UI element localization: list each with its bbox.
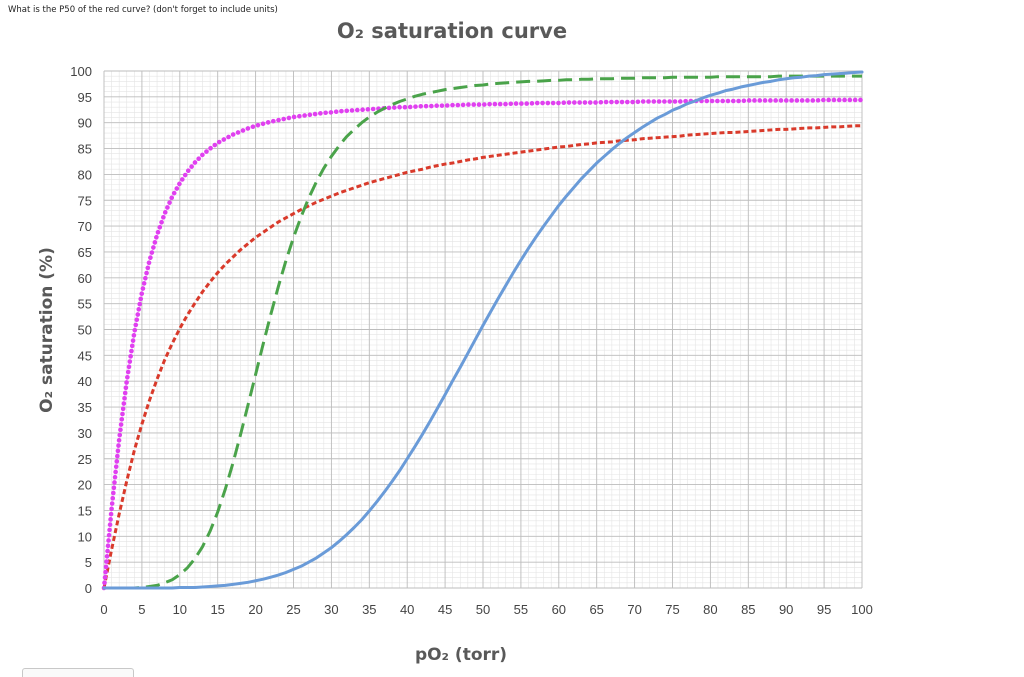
series-layer — [101, 70, 865, 591]
series-line-4 — [102, 70, 864, 590]
x-tick-label: 90 — [779, 602, 793, 617]
chart-title: O₂ saturation curve — [337, 19, 567, 43]
y-tick-label: 0 — [85, 581, 92, 596]
x-tick-label: 30 — [324, 602, 338, 617]
x-tick-label: 25 — [286, 602, 300, 617]
x-tick-label: 60 — [552, 602, 566, 617]
y-tick-label: 30 — [78, 426, 92, 441]
x-tick-label: 95 — [817, 602, 831, 617]
x-tick-label: 85 — [741, 602, 755, 617]
y-tick-label: 65 — [78, 245, 92, 260]
y-tick-label: 75 — [78, 193, 92, 208]
x-axis-label: pO₂ (torr) — [415, 645, 507, 665]
x-tick-label: 80 — [703, 602, 717, 617]
y-tick-label: 25 — [78, 452, 92, 467]
major-grid — [103, 70, 863, 589]
sheet-tab[interactable] — [22, 668, 134, 677]
y-tick-label: 85 — [78, 142, 92, 157]
x-tick-label: 75 — [665, 602, 679, 617]
x-tick-label: 10 — [173, 602, 187, 617]
x-tick-label: 65 — [589, 602, 603, 617]
y-tick-labels: 0 5 10 15 20 25 30 35 40 45 50 55 60 65 70 75 80 85 90 95 10… — [70, 64, 92, 596]
series-line-3 — [104, 74, 862, 590]
y-tick-label: 20 — [78, 478, 92, 493]
x-tick-label: 5 — [138, 602, 145, 617]
x-tick-label: 70 — [627, 602, 641, 617]
y-tick-label: 5 — [85, 555, 92, 570]
x-tick-label: 15 — [210, 602, 224, 617]
y-tick-label: 70 — [78, 219, 92, 234]
x-tick-label: 55 — [514, 602, 528, 617]
x-tick-label: 50 — [476, 602, 490, 617]
x-tick-label: 100 — [851, 602, 873, 617]
question-text: What is the P50 of the red curve? (don't… — [8, 5, 278, 15]
x-tick-label: 35 — [362, 602, 376, 617]
y-tick-label: 35 — [78, 400, 92, 415]
x-tick-labels: 0 5 10 15 20 25 30 35 40 45 50 55 60 65 70 75 80 85 90 95 10… — [100, 602, 872, 617]
x-tick-label: 0 — [100, 602, 107, 617]
x-tick-label: 40 — [400, 602, 414, 617]
y-tick-label: 90 — [78, 116, 92, 131]
y-tick-label: 50 — [78, 323, 92, 338]
y-tick-label: 10 — [78, 529, 92, 544]
y-tick-label: 100 — [70, 64, 92, 79]
y-tick-label: 45 — [78, 348, 92, 363]
series-line-1 — [102, 124, 862, 589]
x-tick-label: 45 — [438, 602, 452, 617]
y-tick-label: 95 — [78, 90, 92, 105]
y-tick-label: 40 — [78, 374, 92, 389]
y-tick-label: 80 — [78, 167, 92, 182]
y-tick-label: 60 — [78, 271, 92, 286]
y-axis-label: O₂ saturation (%) — [37, 247, 57, 413]
y-tick-label: 15 — [78, 503, 92, 518]
y-tick-label: 55 — [78, 297, 92, 312]
x-tick-label: 20 — [248, 602, 262, 617]
series-line-2 — [101, 97, 865, 591]
